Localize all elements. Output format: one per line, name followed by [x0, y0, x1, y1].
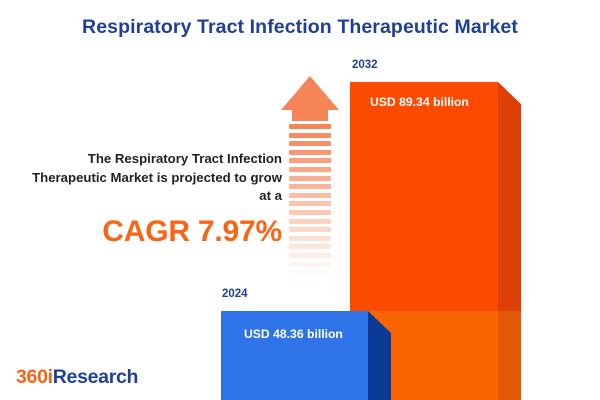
page-title: Respiratory Tract Infection Therapeutic … — [82, 16, 518, 38]
arrow-stripe — [289, 158, 331, 164]
arrow-stripe — [289, 201, 331, 207]
arrow-stripe — [289, 132, 331, 138]
brand-logo-suffix: Research — [52, 366, 139, 388]
bar-2024-side-face — [368, 311, 391, 400]
arrow-stripe — [289, 149, 331, 155]
arrow-stripe — [289, 184, 331, 190]
description-text: The Respiratory Tract Infection Therapeu… — [32, 151, 282, 204]
arrow-stripe-stack — [289, 124, 331, 288]
cagr-value: CAGR 7.97% — [102, 215, 282, 249]
arrow-stripe — [289, 278, 331, 284]
arrow-stripe — [289, 210, 331, 215]
arrow-stripe — [289, 167, 331, 172]
arrow-stripe — [289, 235, 331, 241]
description-block: The Respiratory Tract Infection Therapeu… — [30, 150, 282, 248]
arrow-stripe — [289, 227, 331, 233]
arrow-stripe — [289, 218, 331, 224]
arrow-neck-shape — [292, 110, 328, 121]
bar-2024-face — [221, 311, 368, 400]
bar-2024-year-label: 2024 — [222, 288, 248, 300]
bar-2032-value-label: USD 89.34 billion — [370, 95, 469, 109]
bar-2032-side-lower-face — [498, 311, 521, 400]
arrow-stripe — [289, 141, 331, 147]
arrow-stripe — [289, 244, 331, 250]
arrow-stripe — [289, 270, 331, 276]
arrow-stripe — [289, 261, 331, 267]
brand-logo-prefix: 360i — [16, 366, 53, 388]
arrow-stripe — [289, 192, 331, 198]
arrow-stripe — [289, 253, 331, 258]
arrow-stripe — [289, 124, 331, 129]
brand-logo: 360iResearch — [16, 366, 138, 389]
upward-growth-arrow-icon — [281, 76, 339, 288]
arrow-stripe — [289, 175, 331, 181]
bar-2024-value-label: USD 48.36 billion — [244, 327, 343, 341]
arrow-head-icon — [281, 76, 339, 110]
bar-2032-year-label: 2032 — [352, 59, 378, 71]
